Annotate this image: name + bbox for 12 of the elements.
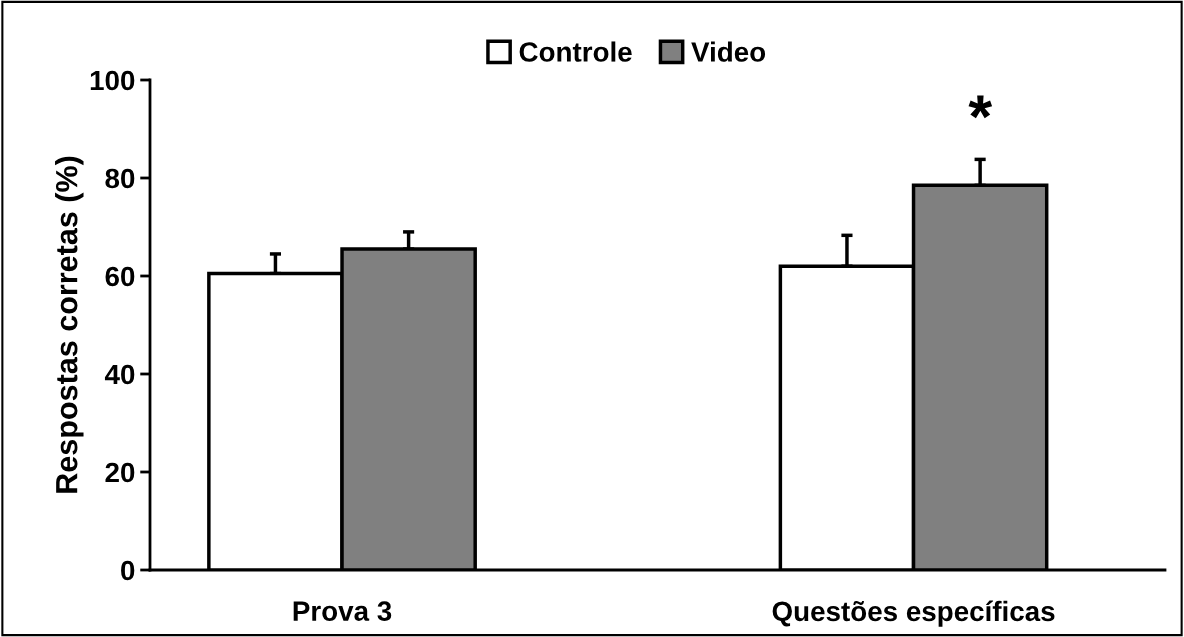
y-axis-title: Respostas corretas (%): [55, 156, 84, 493]
y-tick-label: 100: [90, 70, 135, 91]
y-tick-label: 20: [105, 462, 135, 483]
y-tick-label: 0: [121, 560, 135, 581]
legend-label: Video: [691, 41, 766, 62]
y-tick-label: 60: [105, 266, 135, 287]
x-tick-label: Prova 3: [293, 601, 392, 621]
annotation: *: [968, 95, 993, 119]
legend-label: Controle: [519, 41, 632, 62]
x-tick-label: Questões específicas: [772, 600, 1055, 627]
y-tick-label: 40: [104, 364, 135, 385]
y-tick-label: 80: [105, 168, 135, 189]
